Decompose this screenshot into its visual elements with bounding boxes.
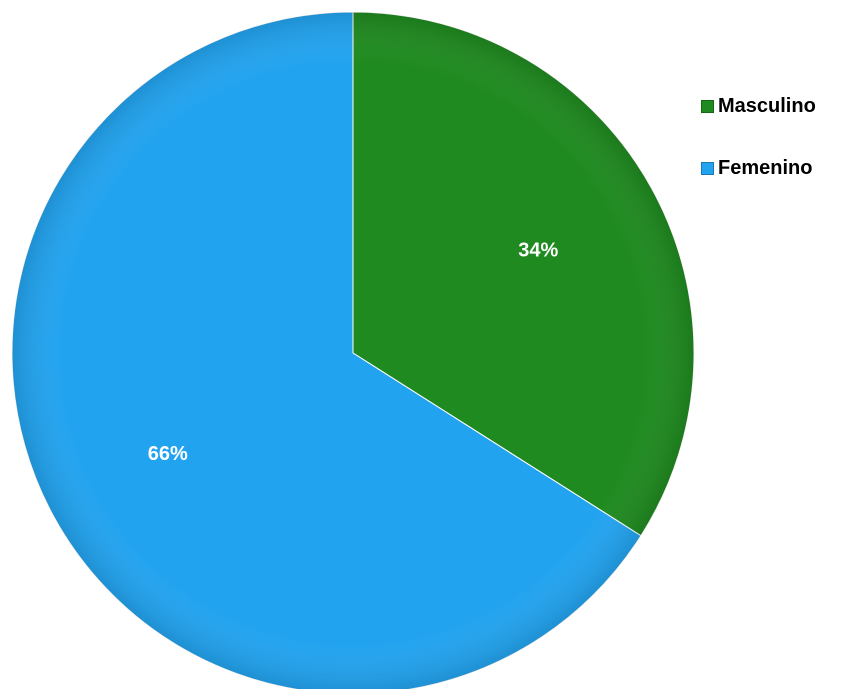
legend-item-masculino: Masculino xyxy=(701,92,816,120)
legend-swatch-masculino xyxy=(701,99,714,113)
legend-label-masculino: Masculino xyxy=(718,94,816,117)
pie-slices xyxy=(11,11,695,689)
pie-slice-labels: 34% 66% xyxy=(148,239,559,465)
legend-item-femenino: Femenino xyxy=(701,154,816,182)
pie-slice-label-femenino: 66% xyxy=(148,443,188,465)
pie-slice-label-masculino: 34% xyxy=(518,239,558,261)
legend-swatch-femenino xyxy=(701,161,714,175)
legend-label-femenino: Femenino xyxy=(718,156,813,179)
legend: Masculino Femenino xyxy=(701,92,816,216)
